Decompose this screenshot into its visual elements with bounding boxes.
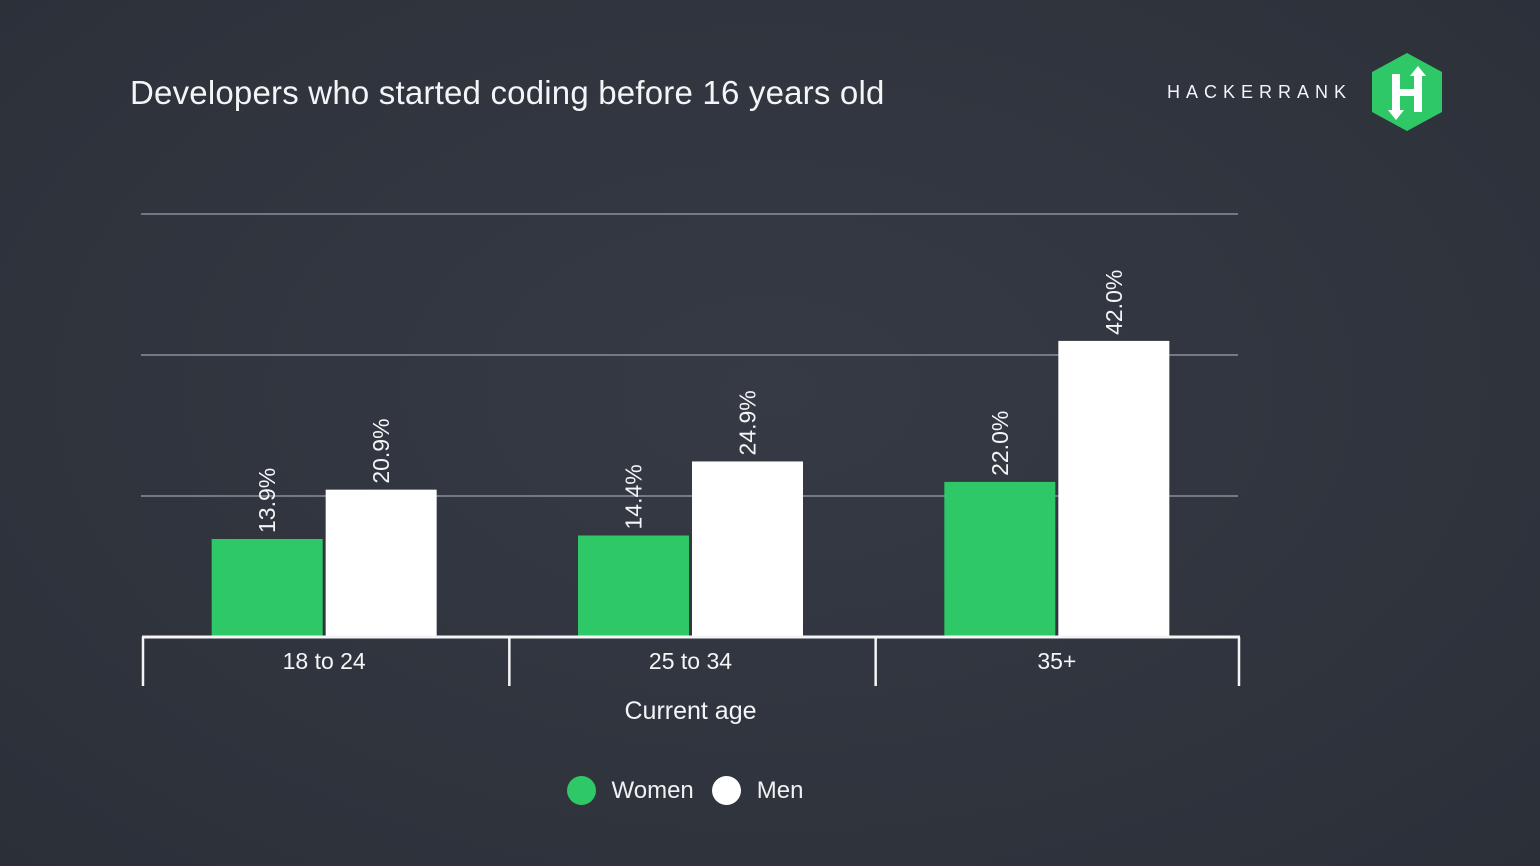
legend-label-women: Women [611, 776, 694, 804]
brand-name: HACKERRANK [1166, 81, 1352, 102]
legend-swatch-men [711, 776, 741, 805]
data-label-men-0: 20.9% [368, 418, 394, 483]
legend-swatch-women [566, 776, 596, 805]
data-label-women-1: 14.4% [621, 464, 647, 529]
legend: Women Men [0, 776, 1370, 805]
tick-label-1: 25 to 34 [649, 648, 732, 674]
bar-women-2 [944, 481, 1056, 637]
data-label-men-1: 24.9% [735, 390, 761, 455]
legend-item-men: Men [711, 776, 804, 805]
data-label-women-0: 13.9% [254, 468, 280, 533]
data-label-women-2: 22.0% [987, 411, 1013, 476]
x-axis-title: Current age [624, 697, 756, 725]
bar-men-0 [325, 489, 437, 637]
hackerrank-hexagon-h-icon [1372, 53, 1442, 131]
legend-label-men: Men [756, 776, 804, 804]
chart-title: Developers who started coding before 16 … [130, 74, 885, 111]
tick-label-0: 18 to 24 [283, 648, 366, 674]
bar-women-0 [211, 539, 323, 637]
bar-women-1 [578, 535, 689, 637]
bar-men-2 [1058, 340, 1170, 637]
tick-label-2: 35+ [1037, 648, 1076, 674]
bar-men-1 [692, 461, 803, 637]
legend-item-women: Women [566, 776, 694, 805]
data-label-men-2: 42.0% [1101, 270, 1127, 335]
brand: HACKERRANK [1167, 52, 1444, 132]
